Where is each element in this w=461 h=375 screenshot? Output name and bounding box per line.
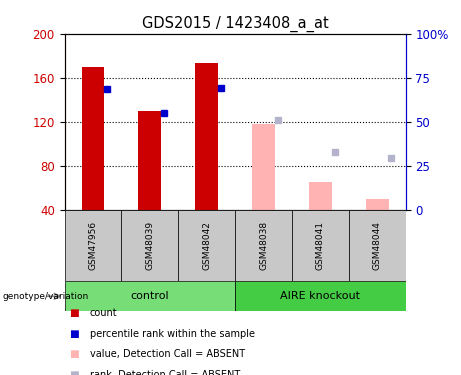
Text: ■: ■ <box>69 350 79 359</box>
Text: GSM47956: GSM47956 <box>89 221 97 270</box>
Text: percentile rank within the sample: percentile rank within the sample <box>90 329 255 339</box>
Title: GDS2015 / 1423408_a_at: GDS2015 / 1423408_a_at <box>142 16 329 32</box>
Text: GSM48042: GSM48042 <box>202 221 211 270</box>
Bar <box>82 67 104 210</box>
Bar <box>121 210 178 281</box>
Text: GSM48038: GSM48038 <box>259 221 268 270</box>
Bar <box>65 281 235 311</box>
Text: GSM48041: GSM48041 <box>316 221 325 270</box>
Text: ■: ■ <box>69 308 79 318</box>
Text: control: control <box>130 291 169 301</box>
Text: AIRE knockout: AIRE knockout <box>280 291 361 301</box>
Bar <box>252 124 275 210</box>
Text: genotype/variation: genotype/variation <box>2 292 89 301</box>
Text: rank, Detection Call = ABSENT: rank, Detection Call = ABSENT <box>90 370 240 375</box>
Text: GSM48039: GSM48039 <box>145 221 154 270</box>
Bar <box>366 199 389 210</box>
Bar <box>235 210 292 281</box>
Text: count: count <box>90 308 118 318</box>
Bar <box>235 281 406 311</box>
Text: GSM48044: GSM48044 <box>373 221 382 270</box>
Bar <box>195 63 218 210</box>
Bar <box>138 111 161 210</box>
Text: value, Detection Call = ABSENT: value, Detection Call = ABSENT <box>90 350 245 359</box>
Bar <box>292 210 349 281</box>
Text: ■: ■ <box>69 329 79 339</box>
Text: ■: ■ <box>69 370 79 375</box>
Bar <box>309 183 332 210</box>
Bar <box>178 210 235 281</box>
Bar <box>65 210 121 281</box>
Bar <box>349 210 406 281</box>
